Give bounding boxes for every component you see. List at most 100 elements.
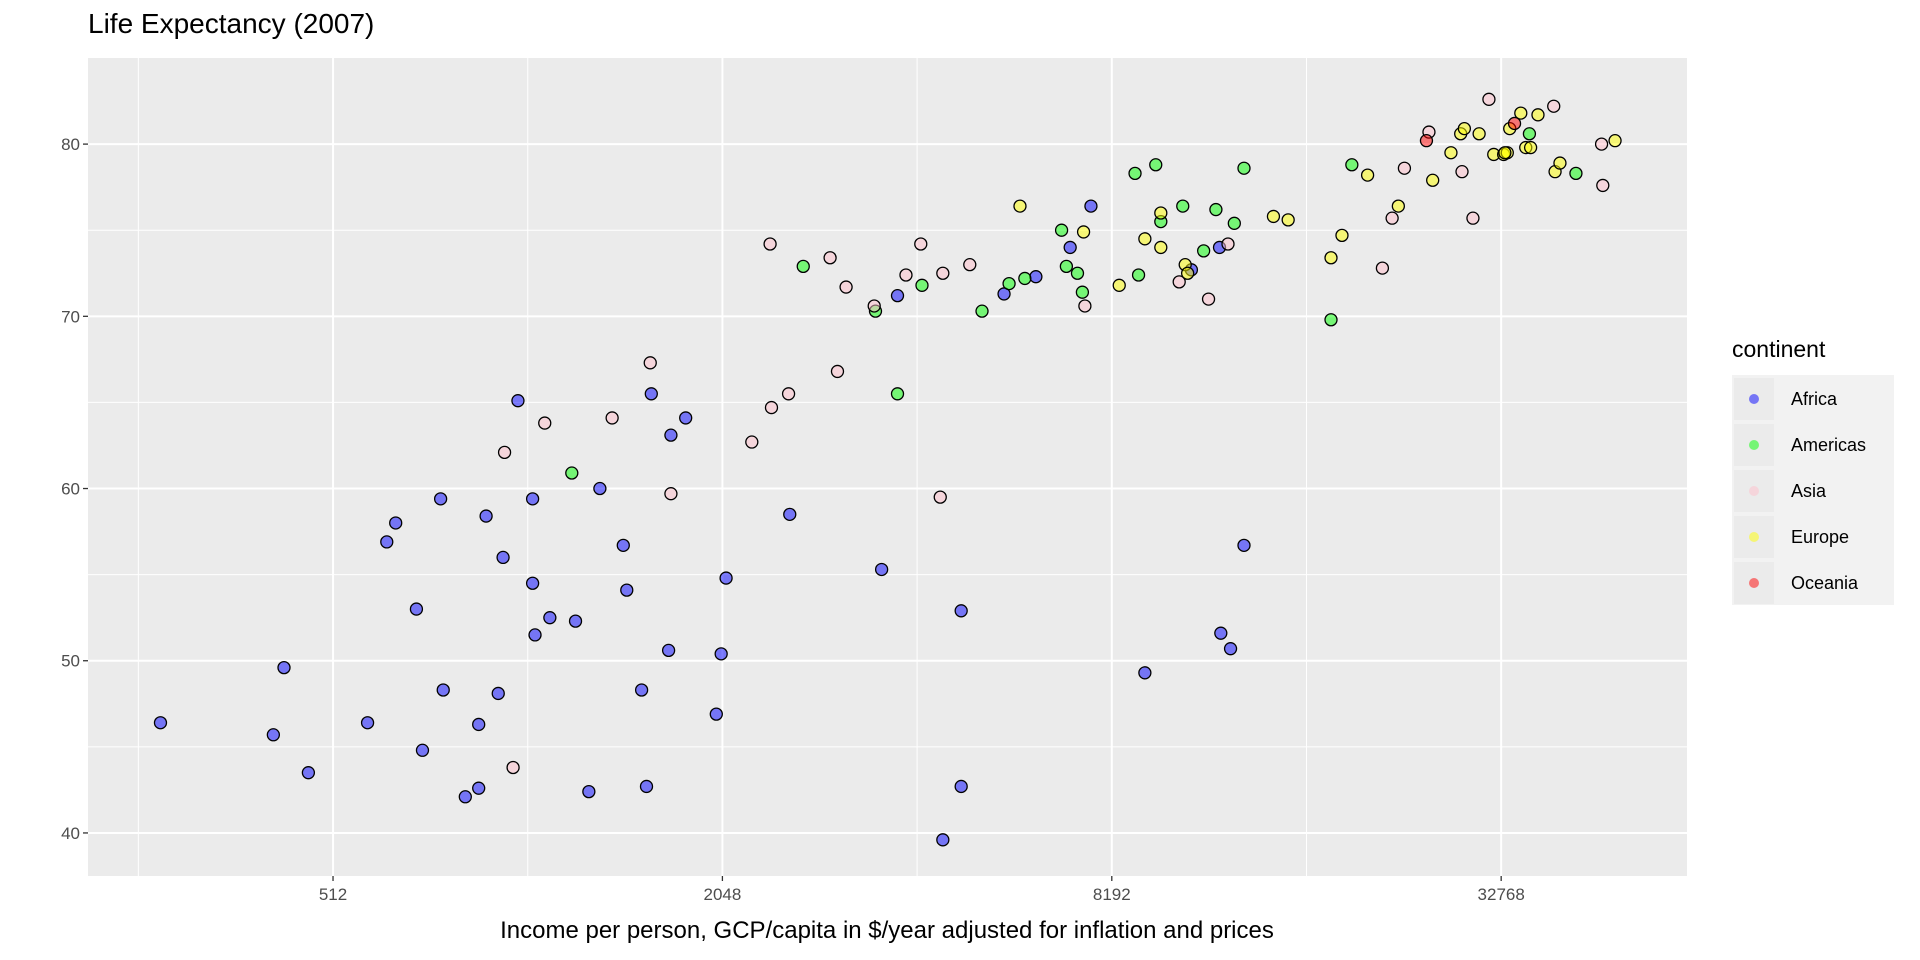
data-point-africa xyxy=(266,728,281,742)
data-point-africa xyxy=(496,550,510,565)
y-tick-label: 80 xyxy=(61,135,80,154)
data-point-americas xyxy=(1196,244,1211,258)
data-point-europe xyxy=(1360,168,1375,182)
data-point-oceania xyxy=(1419,134,1434,148)
data-point-africa xyxy=(936,833,950,847)
data-point-africa xyxy=(644,387,658,401)
data-point-asia xyxy=(745,435,759,449)
data-point-africa xyxy=(360,716,375,730)
data-point-americas xyxy=(1176,199,1190,213)
data-point-asia xyxy=(933,490,947,504)
data-points xyxy=(153,92,1622,847)
legend-label: Oceania xyxy=(1791,573,1859,593)
data-point-africa xyxy=(679,411,693,425)
data-point-europe xyxy=(1076,225,1091,239)
data-point-europe xyxy=(1180,266,1195,280)
data-point-asia xyxy=(839,280,853,294)
data-point-asia xyxy=(1172,275,1186,289)
data-point-asia xyxy=(1221,237,1235,251)
data-point-africa xyxy=(1237,538,1251,553)
data-point-asia xyxy=(497,445,512,460)
x-tick-label: 32768 xyxy=(1478,885,1525,904)
y-tick-label: 70 xyxy=(61,307,80,326)
data-point-asia xyxy=(664,487,678,501)
data-point-europe xyxy=(1498,146,1512,160)
data-point-europe xyxy=(1112,278,1126,292)
data-point-africa xyxy=(433,492,448,506)
data-point-oceania xyxy=(1507,116,1522,131)
data-point-africa xyxy=(153,716,168,730)
data-point-europe xyxy=(1281,213,1295,227)
data-point-africa xyxy=(409,602,424,616)
data-point-americas xyxy=(1149,158,1163,172)
data-point-europe xyxy=(1391,199,1406,213)
data-point-africa xyxy=(1138,666,1152,680)
data-point-europe xyxy=(1608,134,1622,148)
legend-label: Americas xyxy=(1791,435,1866,455)
data-point-asia xyxy=(823,251,837,265)
data-point-asia xyxy=(830,364,845,379)
data-point-africa xyxy=(593,481,607,496)
data-point-asia xyxy=(914,237,928,251)
data-point-americas xyxy=(1522,127,1537,141)
data-point-africa xyxy=(874,562,889,577)
data-point-asia xyxy=(899,268,913,282)
data-point-africa xyxy=(436,683,450,697)
data-point-asia xyxy=(538,416,552,430)
legend-key-europe xyxy=(1749,532,1759,542)
data-point-africa xyxy=(890,289,905,303)
data-point-africa xyxy=(472,717,486,732)
data-point-africa xyxy=(380,535,394,549)
data-point-africa xyxy=(528,628,542,642)
data-point-africa xyxy=(1029,270,1043,284)
axis-ticks: 512 2048 8192 32768 40 50 60 70 80 xyxy=(61,135,1525,904)
data-point-africa xyxy=(1063,240,1077,255)
data-point-asia xyxy=(643,356,657,370)
data-point-africa xyxy=(568,614,583,628)
data-point-africa xyxy=(714,647,728,661)
data-point-americas xyxy=(796,259,810,274)
data-point-asia xyxy=(763,237,777,251)
data-point-africa xyxy=(1223,642,1238,656)
data-point-asia xyxy=(1375,261,1390,275)
data-point-europe xyxy=(1514,106,1528,120)
y-tick-label: 50 xyxy=(61,652,80,671)
data-point-americas xyxy=(1128,166,1142,181)
data-point-americas xyxy=(975,304,989,318)
data-point-americas xyxy=(1227,216,1241,230)
data-point-americas xyxy=(1324,313,1338,327)
data-point-africa xyxy=(616,538,630,553)
data-point-europe xyxy=(1324,251,1338,265)
data-point-africa xyxy=(389,516,403,530)
chart-title: Life Expectancy (2007) xyxy=(88,8,375,39)
data-point-africa xyxy=(479,509,493,523)
data-point-europe xyxy=(1138,232,1152,246)
data-point-europe xyxy=(1457,121,1472,136)
data-point-africa xyxy=(472,781,486,795)
data-point-americas xyxy=(1075,285,1090,299)
data-point-asia xyxy=(1482,92,1496,106)
data-point-africa xyxy=(511,394,525,408)
legend-title: continent xyxy=(1732,336,1826,362)
data-point-africa xyxy=(661,643,676,658)
data-point-asia xyxy=(1385,211,1399,225)
data-point-africa xyxy=(709,707,723,721)
data-point-americas xyxy=(915,278,929,292)
data-point-europe xyxy=(1472,127,1486,141)
data-point-europe xyxy=(1444,146,1458,160)
data-point-europe xyxy=(1335,228,1349,243)
legend-label: Asia xyxy=(1791,481,1827,501)
data-point-asia xyxy=(1397,161,1412,175)
data-point-americas xyxy=(1237,161,1251,175)
data-point-europe xyxy=(1531,108,1545,122)
data-point-africa xyxy=(1084,199,1098,213)
data-point-asia xyxy=(963,258,977,272)
data-point-africa xyxy=(719,571,733,585)
data-point-americas xyxy=(890,387,905,401)
data-point-europe xyxy=(1154,240,1168,255)
y-tick-label: 60 xyxy=(61,480,80,499)
data-point-africa xyxy=(491,686,505,701)
data-point-africa xyxy=(525,576,540,590)
data-point-americas xyxy=(1002,276,1016,291)
data-point-africa xyxy=(543,611,557,625)
